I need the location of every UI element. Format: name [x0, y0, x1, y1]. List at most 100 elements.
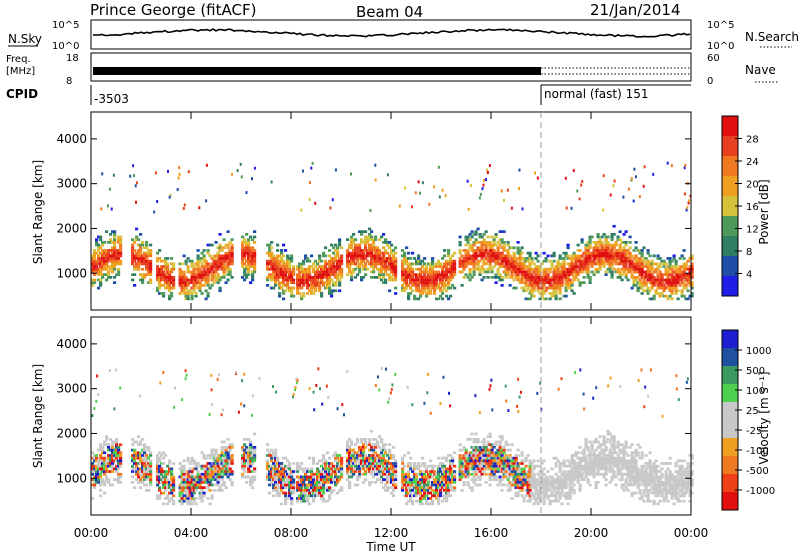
heatmap-cell	[245, 446, 248, 449]
heatmap-cell	[300, 486, 303, 489]
heatmap-cell	[340, 486, 343, 489]
heatmap-cell	[156, 252, 159, 255]
heatmap-cell	[409, 457, 412, 460]
heatmap-cell	[201, 252, 204, 255]
heatmap-cell	[491, 268, 494, 271]
heatmap-cell	[274, 481, 277, 484]
heatmap-cell	[368, 441, 371, 444]
heatmap-cell	[571, 281, 574, 284]
heatmap-cell	[475, 433, 478, 436]
heatmap-cell	[149, 470, 152, 473]
heatmap-cell	[312, 476, 315, 479]
heatmap-cell	[203, 284, 206, 287]
heatmap-cell	[445, 289, 448, 292]
heatmap-cell	[559, 255, 562, 258]
heatmap-cell	[652, 173, 654, 176]
heatmap-cell	[185, 260, 188, 263]
heatmap-cell	[517, 273, 520, 276]
heatmap-cell	[223, 481, 226, 484]
heatmap-cell	[111, 208, 113, 211]
heatmap-cell	[207, 470, 210, 473]
heatmap-cell	[591, 236, 594, 239]
heatmap-cell	[107, 481, 110, 484]
heatmap-cell	[441, 500, 444, 503]
heatmap-cell	[133, 284, 136, 287]
heatmap-cell	[401, 457, 404, 460]
heatmap-cell	[193, 289, 196, 292]
heatmap-cell	[683, 295, 686, 298]
heatmap-cell	[322, 252, 325, 255]
heatmap-cell	[419, 500, 422, 503]
date-title: 21/Jan/2014	[590, 1, 681, 19]
heatmap-cell	[409, 462, 412, 465]
heatmap-cell	[149, 273, 152, 276]
heatmap-cell	[587, 273, 590, 276]
heatmap-cell	[251, 279, 254, 282]
heatmap-cell	[469, 238, 472, 241]
heatmap-cell	[362, 468, 365, 471]
heatmap-cell	[135, 201, 137, 204]
heatmap-cell	[433, 185, 435, 188]
heatmap-cell	[183, 273, 186, 276]
heatmap-cell	[253, 451, 256, 454]
heatmap-cell	[330, 468, 333, 471]
heatmap-cell	[425, 500, 428, 503]
heatmap-cell	[374, 438, 377, 441]
heatmap-cell	[428, 203, 430, 206]
heatmap-cell	[334, 460, 337, 463]
heatmap-cell	[219, 486, 222, 489]
heatmap-cell	[599, 265, 602, 268]
heatmap-cell	[427, 478, 430, 481]
heatmap-cell	[338, 478, 341, 481]
heatmap-cell	[278, 494, 281, 497]
heatmap-cell	[675, 263, 678, 266]
heatmap-cell	[131, 246, 134, 249]
heatmap-cell	[133, 260, 136, 263]
heatmap-cell	[645, 284, 648, 287]
heatmap-cell	[93, 484, 96, 487]
heatmap-cell	[382, 255, 385, 258]
heatmap-cell	[302, 470, 305, 473]
heatmap-cell	[394, 252, 397, 255]
heatmap-cell	[649, 271, 652, 274]
heatmap-cell	[274, 449, 277, 452]
heatmap-cell	[437, 500, 440, 503]
heatmap-cell	[292, 265, 295, 268]
heatmap-cell	[172, 462, 175, 465]
heatmap-cell	[497, 260, 500, 263]
heatmap-cell	[290, 276, 293, 279]
heatmap-cell	[671, 268, 674, 271]
heatmap-cell	[207, 276, 210, 279]
heatmap-cell	[451, 255, 454, 258]
heatmap-cell	[643, 246, 646, 249]
heatmap-cell	[589, 281, 592, 284]
heatmap-cell	[191, 473, 194, 476]
heatmap-cell	[431, 260, 434, 263]
heatmap-cell	[380, 271, 383, 274]
heatmap-cell	[461, 476, 464, 479]
heatmap-cell	[168, 273, 171, 276]
freq-label-1: Freq.	[6, 54, 31, 65]
heatmap-cell	[622, 196, 624, 199]
heatmap-cell	[139, 246, 142, 249]
heatmap-cell	[183, 289, 186, 292]
heatmap-cell	[683, 257, 686, 260]
heatmap-cell	[645, 281, 648, 284]
heatmap-cell	[304, 473, 307, 476]
heatmap-cell	[213, 257, 216, 260]
heatmap-cell	[191, 260, 194, 263]
heatmap-cell	[557, 260, 560, 263]
heatmap-cell	[241, 265, 244, 268]
heatmap-cell	[133, 460, 136, 463]
heatmap-cell	[346, 470, 349, 473]
heatmap-cell	[249, 443, 252, 446]
heatmap-cell	[583, 276, 586, 279]
heatmap-cell	[374, 481, 377, 484]
heatmap-cell	[615, 244, 618, 247]
heatmap-cell	[483, 255, 486, 258]
heatmap-cell	[231, 249, 234, 252]
cpid-right-value: normal (fast) 151	[544, 87, 648, 101]
heatmap-cell	[394, 279, 397, 282]
heatmap-cell	[507, 249, 510, 252]
heatmap-cell	[597, 271, 600, 274]
